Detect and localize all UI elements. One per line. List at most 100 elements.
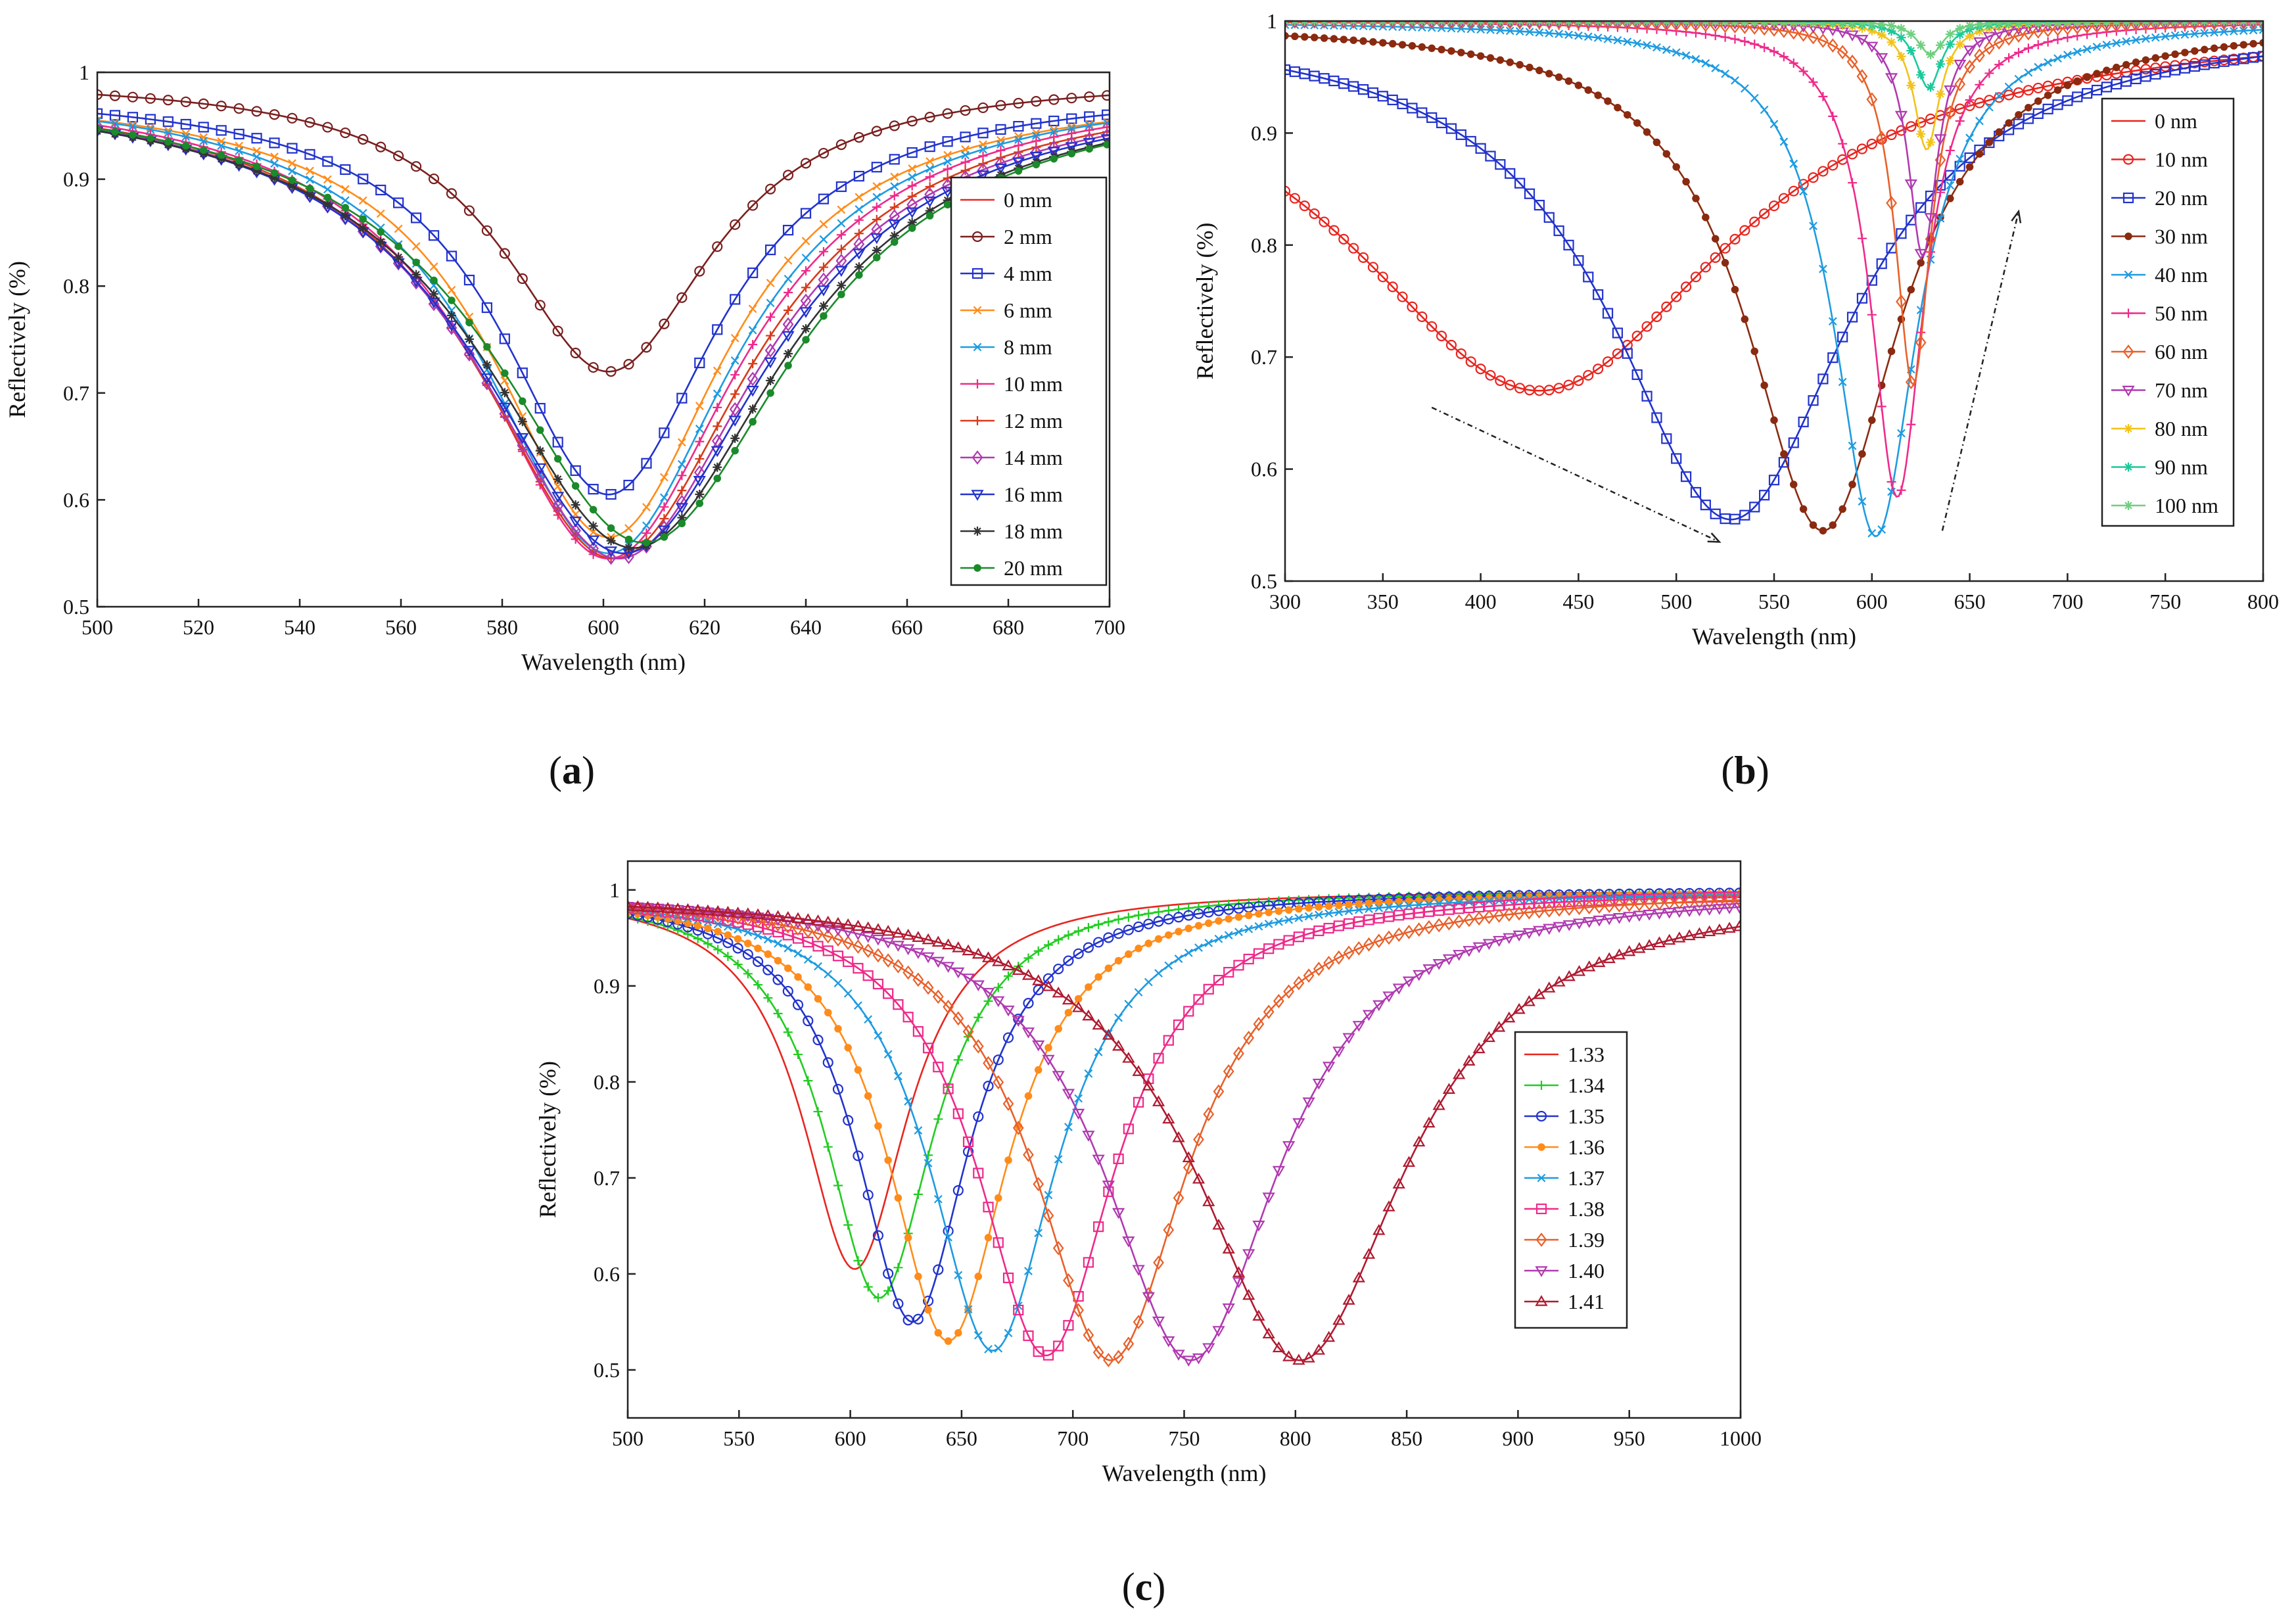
data-point <box>1515 27 1524 36</box>
data-point <box>1641 321 1652 332</box>
data-point <box>305 190 315 200</box>
data-point <box>694 266 705 277</box>
data-point <box>1192 1353 1206 1365</box>
data-point <box>1483 910 1495 924</box>
data-point <box>1054 1155 1063 1164</box>
data-point <box>1032 1040 1045 1052</box>
data-point <box>1965 95 1975 105</box>
data-point <box>1273 994 1284 1008</box>
data-point <box>906 147 918 158</box>
data-point <box>1223 1064 1234 1079</box>
data-point <box>1074 1094 1083 1103</box>
data-point <box>1063 1320 1074 1331</box>
data-point <box>1994 92 2005 103</box>
data-point <box>588 541 599 556</box>
data-point <box>1534 904 1545 919</box>
data-point <box>1384 903 1394 912</box>
x-axis-label: Wavelength (nm) <box>1102 1460 1266 1486</box>
x-tick-label: 650 <box>946 1426 977 1450</box>
data-point <box>981 987 995 999</box>
data-point <box>180 118 191 130</box>
data-point <box>323 185 332 194</box>
data-point <box>1493 1020 1506 1032</box>
data-point <box>983 1202 994 1213</box>
data-point <box>1505 168 1516 179</box>
data-point <box>834 1025 842 1033</box>
data-point <box>1633 39 1642 48</box>
data-point <box>1024 1092 1033 1100</box>
data-point <box>269 173 279 183</box>
data-point <box>1113 1153 1124 1164</box>
data-point <box>1443 916 1455 931</box>
data-point <box>1465 135 1476 147</box>
data-point <box>729 402 741 417</box>
data-point <box>1083 1328 1094 1342</box>
data-point <box>1946 181 1955 190</box>
data-point <box>2247 21 2259 30</box>
data-point <box>129 131 137 139</box>
arrow <box>1431 406 1720 543</box>
data-point <box>972 1039 984 1054</box>
data-point <box>952 967 965 979</box>
data-point <box>322 122 333 133</box>
data-point <box>1555 21 1563 28</box>
data-point <box>993 983 1003 993</box>
data-point <box>701 907 715 919</box>
series-6-mm <box>97 116 1110 542</box>
data-point <box>676 292 688 303</box>
data-point <box>863 1282 873 1292</box>
data-point <box>870 233 883 245</box>
data-point <box>762 924 774 935</box>
data-point <box>1827 352 1839 364</box>
data-point <box>1029 151 1043 163</box>
data-point <box>994 163 1008 175</box>
x-tick-label: 800 <box>2247 590 2279 613</box>
series-20-nm <box>1285 51 2263 525</box>
data-point <box>534 469 546 484</box>
data-point <box>1652 908 1666 920</box>
data-point <box>162 95 174 106</box>
data-point <box>1014 167 1023 175</box>
data-point <box>1243 1030 1255 1045</box>
data-point <box>977 128 989 139</box>
data-point <box>1944 170 1956 181</box>
data-point <box>1700 500 1711 511</box>
data-point <box>1002 1005 1015 1017</box>
data-point <box>1486 21 1495 28</box>
data-point <box>1954 160 1965 172</box>
data-point <box>1896 294 1907 309</box>
data-point <box>713 366 722 375</box>
data-point <box>340 185 350 194</box>
data-point <box>1593 289 1604 300</box>
data-point <box>842 935 854 951</box>
data-point <box>1052 1240 1064 1256</box>
data-point <box>1680 471 1692 482</box>
data-point <box>925 182 935 192</box>
data-point <box>269 109 280 120</box>
data-point <box>1593 915 1606 927</box>
legend-label: 18 mm <box>1004 519 1063 543</box>
data-point <box>1012 1016 1025 1027</box>
data-point <box>1612 327 1624 339</box>
panel-label-a: (a) <box>549 749 595 792</box>
data-point <box>1916 40 1926 50</box>
data-point <box>1975 80 1984 89</box>
data-point <box>1244 924 1253 933</box>
legend-label: 50 nm <box>2155 302 2208 325</box>
data-point <box>1021 968 1035 980</box>
data-point <box>97 116 102 126</box>
data-point <box>660 533 668 541</box>
data-point <box>1748 21 1760 35</box>
data-point <box>623 479 634 491</box>
data-point <box>1312 1344 1325 1355</box>
data-point <box>1442 954 1456 966</box>
data-point <box>216 154 226 164</box>
data-point <box>1082 1009 1095 1021</box>
data-point <box>889 231 899 241</box>
data-point <box>1053 963 1064 975</box>
data-point <box>1602 356 1614 367</box>
data-point <box>1064 930 1073 940</box>
data-point <box>1363 937 1374 952</box>
data-point <box>270 169 279 177</box>
data-point <box>2191 47 2199 55</box>
